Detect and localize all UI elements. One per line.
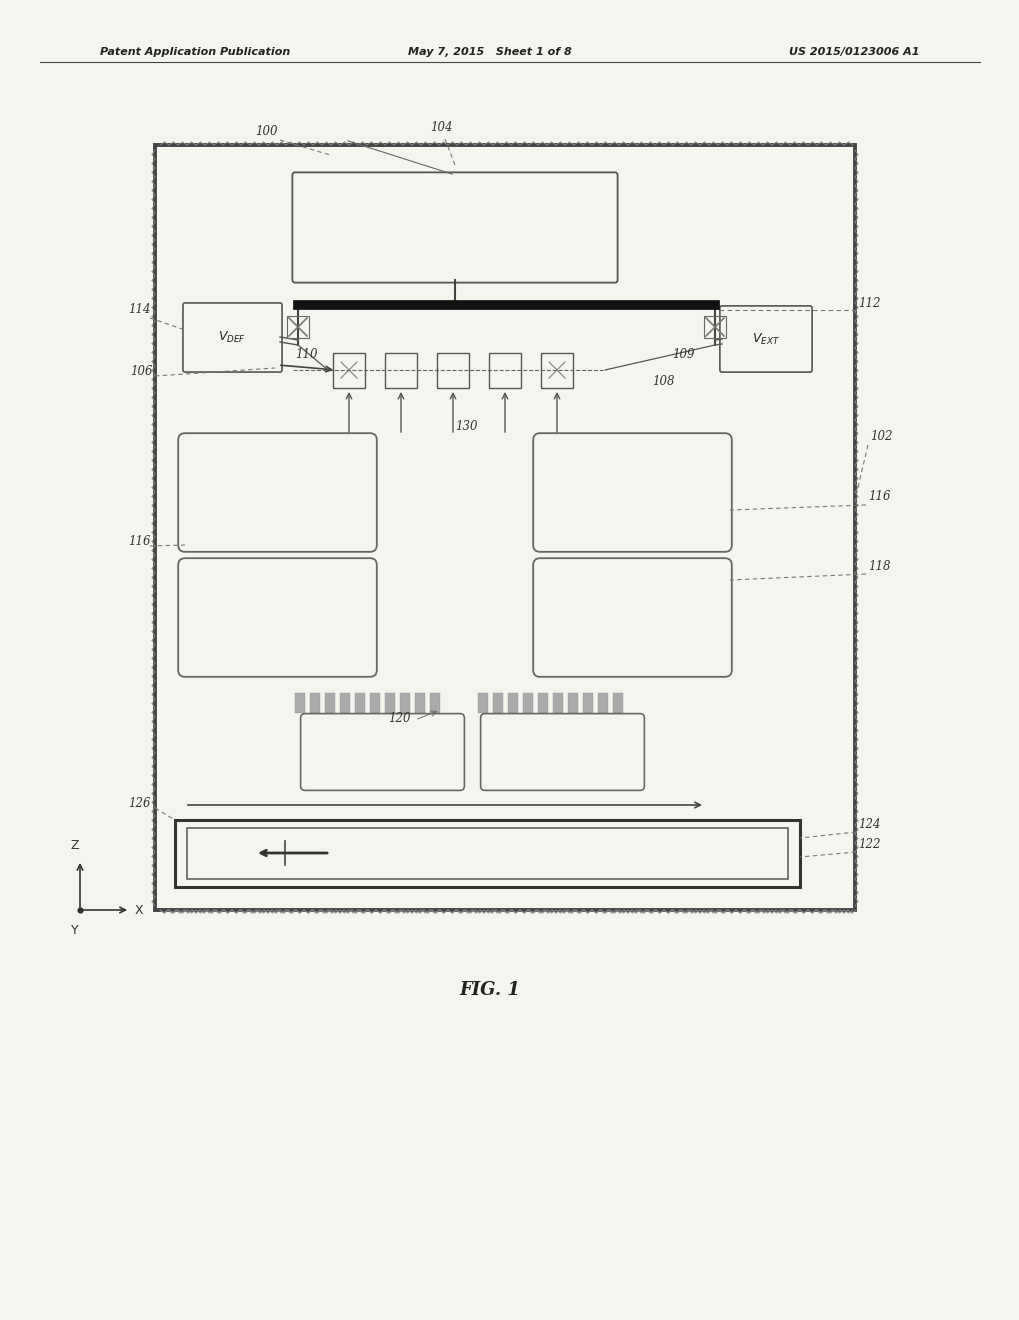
Bar bbox=[399, 693, 410, 713]
Text: 122: 122 bbox=[857, 838, 879, 851]
Bar bbox=[286, 315, 309, 338]
Bar bbox=[186, 828, 788, 879]
Text: 100: 100 bbox=[255, 125, 277, 139]
Bar bbox=[537, 693, 547, 713]
Text: 102: 102 bbox=[869, 430, 892, 444]
Text: X: X bbox=[135, 903, 144, 916]
Text: Patent Application Publication: Patent Application Publication bbox=[100, 48, 290, 57]
Text: 114: 114 bbox=[127, 304, 151, 315]
Text: Y: Y bbox=[71, 924, 78, 937]
Text: 110: 110 bbox=[294, 348, 317, 360]
FancyBboxPatch shape bbox=[719, 306, 811, 372]
Text: 104: 104 bbox=[430, 121, 452, 135]
Bar bbox=[583, 693, 592, 713]
Text: 106: 106 bbox=[129, 366, 153, 378]
Bar bbox=[332, 352, 365, 388]
Bar bbox=[325, 693, 334, 713]
Text: 116: 116 bbox=[127, 535, 151, 548]
FancyBboxPatch shape bbox=[533, 558, 731, 677]
Bar bbox=[310, 693, 320, 713]
FancyBboxPatch shape bbox=[480, 714, 644, 791]
Bar bbox=[612, 693, 623, 713]
Text: $V_{EXT}$: $V_{EXT}$ bbox=[751, 331, 780, 347]
FancyBboxPatch shape bbox=[301, 714, 464, 791]
Bar bbox=[478, 693, 487, 713]
Text: 126: 126 bbox=[127, 797, 151, 810]
Text: May 7, 2015   Sheet 1 of 8: May 7, 2015 Sheet 1 of 8 bbox=[408, 48, 572, 57]
Bar bbox=[155, 145, 854, 909]
Text: 108: 108 bbox=[651, 375, 674, 388]
Bar bbox=[523, 693, 533, 713]
Bar bbox=[415, 693, 425, 713]
Bar bbox=[384, 352, 417, 388]
Bar bbox=[507, 693, 518, 713]
Bar bbox=[370, 693, 380, 713]
Bar bbox=[294, 693, 305, 713]
Text: 130: 130 bbox=[454, 420, 477, 433]
FancyBboxPatch shape bbox=[178, 433, 376, 552]
Bar bbox=[339, 693, 350, 713]
Text: US 2015/0123006 A1: US 2015/0123006 A1 bbox=[789, 48, 919, 57]
Text: $V_{DEF}$: $V_{DEF}$ bbox=[218, 330, 246, 345]
Text: Z: Z bbox=[70, 840, 79, 851]
Bar bbox=[492, 693, 502, 713]
Bar bbox=[568, 693, 578, 713]
Bar bbox=[384, 693, 394, 713]
Text: 112: 112 bbox=[857, 297, 879, 310]
FancyBboxPatch shape bbox=[533, 433, 731, 552]
Bar bbox=[175, 820, 799, 887]
Bar bbox=[430, 693, 439, 713]
Text: 109: 109 bbox=[672, 348, 694, 360]
Text: 118: 118 bbox=[867, 560, 890, 573]
Bar bbox=[597, 693, 607, 713]
Bar bbox=[488, 352, 521, 388]
Bar bbox=[436, 352, 469, 388]
Text: 116: 116 bbox=[867, 490, 890, 503]
Bar bbox=[703, 315, 726, 338]
Bar bbox=[355, 693, 365, 713]
Bar bbox=[540, 352, 573, 388]
Text: 120: 120 bbox=[387, 711, 410, 725]
Text: FIG. 1: FIG. 1 bbox=[460, 981, 520, 999]
FancyBboxPatch shape bbox=[178, 558, 376, 677]
FancyBboxPatch shape bbox=[182, 304, 282, 372]
Text: 124: 124 bbox=[857, 818, 879, 832]
Bar bbox=[552, 693, 562, 713]
